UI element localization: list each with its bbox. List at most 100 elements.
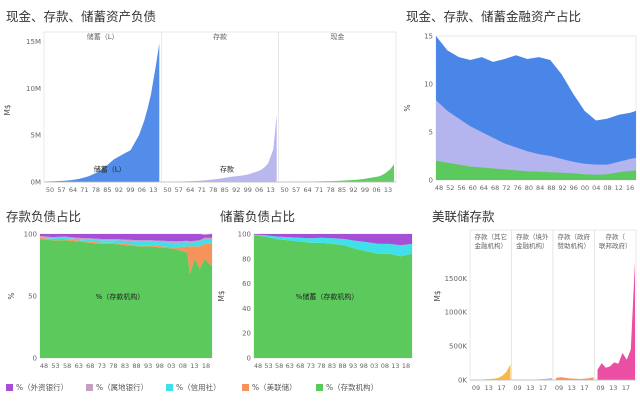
- legend-item-credit-unions[interactable]: %（信用社）: [166, 382, 221, 393]
- y-tick-label: 5M: [31, 132, 42, 140]
- x-tick-label: 71: [315, 186, 323, 194]
- area-series-3: [597, 261, 635, 380]
- area-series-4: [40, 234, 212, 242]
- facet-header: 存款（境外: [516, 232, 549, 241]
- legend-label: %（外资银行）: [16, 383, 69, 392]
- facet-header: 金融机构）: [475, 241, 508, 250]
- area-series-1: [163, 114, 277, 182]
- x-tick-label: 98: [156, 362, 164, 370]
- y-tick-label: 40: [242, 305, 251, 313]
- x-tick-label: 92: [232, 186, 240, 194]
- x-tick-label: 09: [513, 384, 521, 392]
- x-tick-label: 13: [609, 384, 617, 392]
- x-tick-label: 13: [568, 384, 576, 392]
- chart3-title: 存款负债占比: [6, 209, 82, 224]
- x-tick-label: 50: [163, 186, 171, 194]
- x-tick-label: 83: [328, 362, 336, 370]
- x-tick-label: 09: [555, 384, 563, 392]
- x-tick-label: 08: [603, 184, 611, 192]
- x-tick-label: 88: [547, 184, 555, 192]
- x-tick-label: 06: [372, 186, 380, 194]
- facet-frame: [511, 229, 554, 381]
- x-tick-label: 13: [485, 384, 493, 392]
- x-tick-label: 18: [402, 362, 410, 370]
- chart5-title: 美联储存款: [432, 209, 495, 224]
- y-tick-label: 1500K: [445, 275, 468, 283]
- x-tick-label: 64: [480, 184, 488, 192]
- area-annotation: %储蓄（存款机构）: [296, 292, 359, 301]
- facet-header: 赞助机构）: [558, 241, 591, 250]
- legend-item-fed[interactable]: %（美联储）: [242, 382, 297, 393]
- x-tick-label: 78: [317, 362, 325, 370]
- x-tick-label: 60: [469, 184, 477, 192]
- x-tick-label: 12: [615, 184, 623, 192]
- x-tick-label: 78: [92, 186, 100, 194]
- x-tick-label: 17: [622, 384, 630, 392]
- x-tick-label: 85: [103, 186, 111, 194]
- x-tick-label: 78: [326, 186, 334, 194]
- x-tick-label: 58: [63, 362, 71, 370]
- x-tick-label: 64: [69, 186, 77, 194]
- x-tick-label: 92: [558, 184, 566, 192]
- area-series-2: [254, 234, 412, 246]
- area-series-0: [40, 239, 212, 358]
- x-tick-label: 09: [596, 384, 604, 392]
- x-tick-label: 73: [98, 362, 106, 370]
- x-tick-label: 09: [472, 384, 480, 392]
- x-tick-label: 68: [296, 362, 304, 370]
- facet-header: 存款（政府: [558, 232, 591, 241]
- legend-item-territory-banks[interactable]: %（属地银行）: [86, 382, 148, 393]
- facet-frame: [552, 229, 595, 381]
- y-axis-title: M$: [217, 290, 226, 301]
- x-tick-label: 48: [254, 362, 262, 370]
- y-axis-title: M$: [3, 104, 12, 115]
- x-tick-label: 57: [175, 186, 183, 194]
- facet-header: 存款: [213, 32, 227, 41]
- y-tick-label: 15: [424, 33, 433, 41]
- x-tick-label: 13: [384, 186, 392, 194]
- y-tick-label: 0: [429, 177, 433, 185]
- area-series-0: [473, 364, 511, 380]
- x-tick-label: 80: [525, 184, 533, 192]
- area-series-0: [46, 43, 160, 182]
- x-tick-label: 48: [435, 184, 443, 192]
- facet-header: 储蓄（L）: [87, 32, 119, 41]
- y-tick-label: 80: [242, 255, 251, 263]
- x-tick-label: 85: [338, 186, 346, 194]
- y-tick-label: 10M: [26, 85, 41, 93]
- x-tick-label: 00: [581, 184, 589, 192]
- x-tick-label: 96: [570, 184, 578, 192]
- x-tick-label: 17: [580, 384, 588, 392]
- area-series-0: [254, 235, 412, 358]
- legend-item-depository[interactable]: %（存款机构）: [316, 382, 378, 393]
- x-tick-label: 53: [51, 362, 59, 370]
- facet-area-label: 存款: [220, 165, 234, 174]
- x-tick-label: 03: [167, 362, 175, 370]
- area-series-2: [280, 164, 394, 182]
- x-tick-label: 13: [267, 186, 275, 194]
- x-tick-label: 71: [80, 186, 88, 194]
- y-tick-label: 50: [28, 293, 37, 301]
- x-tick-label: 13: [190, 362, 198, 370]
- legend-swatch: [86, 384, 93, 391]
- chart1-title: 现金、存款、储蓄资产负债: [6, 9, 157, 24]
- x-tick-label: 63: [75, 362, 83, 370]
- x-tick-label: 76: [514, 184, 522, 192]
- x-tick-label: 13: [526, 384, 534, 392]
- facet-header: 金融机构）: [516, 241, 549, 250]
- x-tick-label: 63: [286, 362, 294, 370]
- y-axis-title: M$: [433, 290, 442, 301]
- legend-label: %（存款机构）: [326, 383, 379, 392]
- x-tick-label: 99: [361, 186, 369, 194]
- facet-header: 存款（其它: [475, 232, 508, 241]
- y-tick-label: 15M: [26, 38, 41, 46]
- legend-swatch: [6, 384, 13, 391]
- legend-item-foreign-banks[interactable]: %（外资银行）: [6, 382, 68, 393]
- area-series-1: [40, 237, 212, 274]
- x-tick-label: 57: [292, 186, 300, 194]
- y-tick-label: 100: [24, 231, 37, 239]
- x-tick-label: 17: [497, 384, 505, 392]
- facet-area-label: 储蓄（L）: [94, 165, 126, 174]
- area-series-3: [40, 235, 212, 243]
